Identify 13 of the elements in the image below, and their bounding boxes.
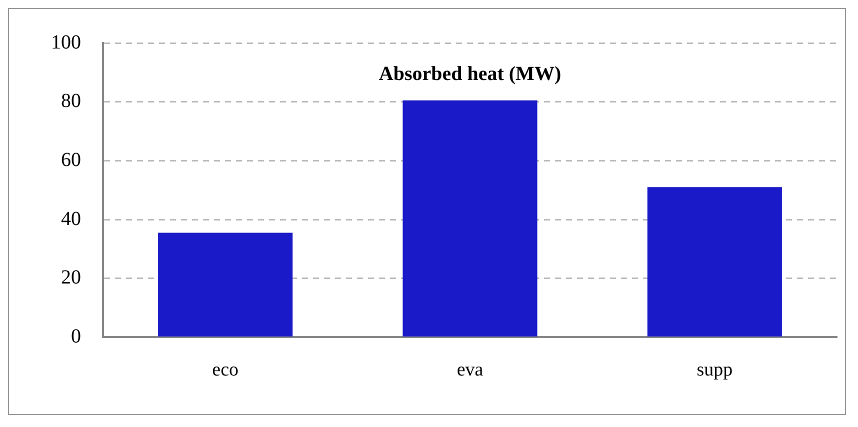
x-tick-label: eva (456, 360, 484, 381)
bar (647, 187, 782, 336)
y-tick-label: 0 (71, 325, 81, 348)
y-tick-label: 20 (61, 266, 81, 289)
y-tick-label: 100 (51, 31, 81, 54)
x-tick-label: supp (696, 360, 733, 381)
x-tick-label: eco (212, 360, 239, 381)
y-tick-label: 40 (61, 208, 81, 230)
y-tick-label: 60 (61, 148, 81, 171)
y-tick-label: 80 (61, 90, 81, 112)
bar (158, 232, 293, 336)
text: Absorbed heat (MW) (378, 63, 562, 86)
bar (402, 100, 538, 336)
